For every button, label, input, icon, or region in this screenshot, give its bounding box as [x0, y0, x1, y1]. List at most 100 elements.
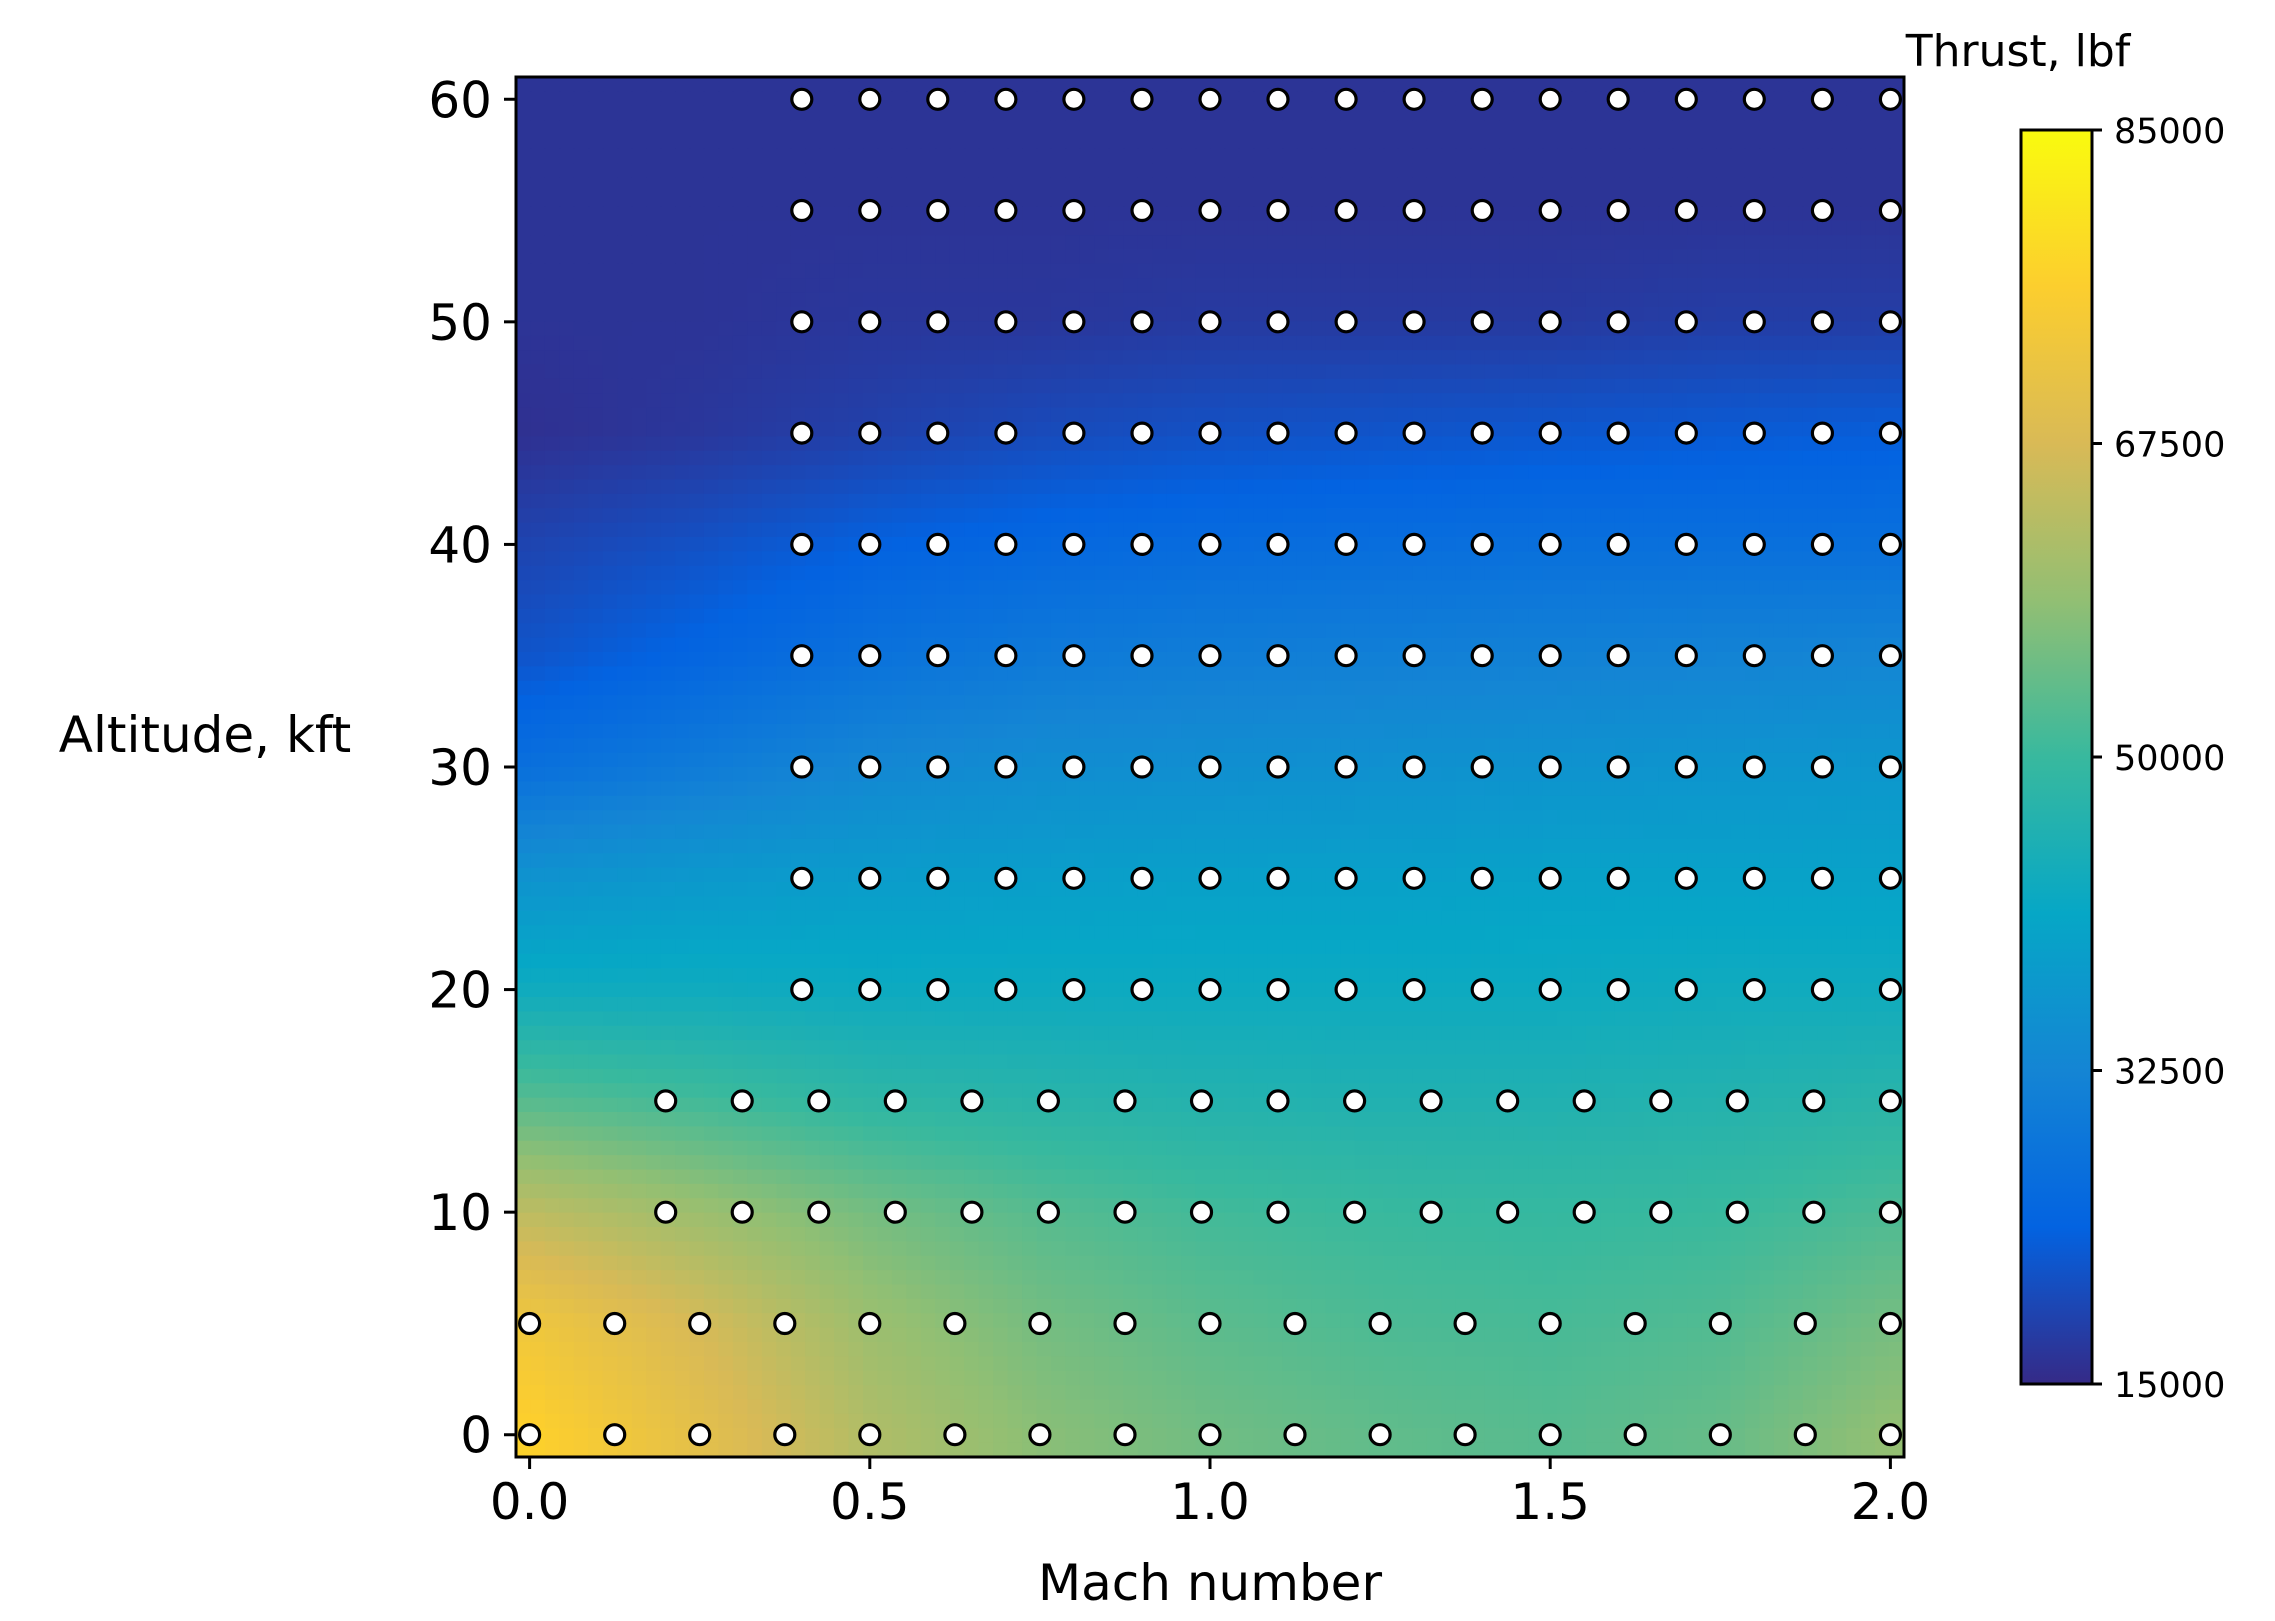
heatmap-cell	[1152, 752, 1168, 768]
heatmap-cell	[1788, 680, 1804, 696]
heatmap-cell	[834, 479, 850, 495]
heatmap-cell	[1311, 522, 1327, 538]
heatmap-cell	[675, 364, 691, 380]
heatmap-cell	[1152, 537, 1168, 553]
heatmap-cell	[559, 781, 575, 797]
heatmap-cell	[1441, 767, 1457, 783]
heatmap-cell	[848, 637, 864, 653]
heatmap-cell	[1687, 364, 1703, 380]
heatmap-cell	[805, 177, 821, 193]
heatmap-cell	[1022, 393, 1038, 409]
heatmap-cell	[964, 493, 980, 510]
heatmap-cell	[1860, 752, 1876, 768]
heatmap-cell	[1643, 278, 1660, 294]
heatmap-cell	[1123, 393, 1139, 409]
heatmap-cell	[1195, 623, 1211, 639]
heatmap-cell	[1802, 522, 1819, 538]
heatmap-cell	[1600, 378, 1616, 395]
heatmap-cell	[978, 378, 994, 395]
heatmap-cell	[1079, 120, 1096, 136]
heatmap-cell	[1557, 695, 1573, 711]
heatmap-cell	[703, 350, 720, 366]
heatmap-cell	[588, 91, 604, 107]
heatmap-cell	[1499, 623, 1515, 639]
heatmap-cell	[689, 422, 705, 438]
heatmap-cell	[1181, 263, 1197, 280]
heatmap-cell	[1152, 738, 1168, 754]
heatmap-cell	[993, 666, 1009, 682]
heatmap-cell	[1759, 163, 1775, 179]
heatmap-cell	[1166, 220, 1182, 236]
heatmap-cell	[863, 795, 879, 811]
heatmap-cell	[646, 321, 662, 337]
heatmap-cell	[949, 249, 966, 265]
heatmap-cell	[1166, 407, 1182, 423]
heatmap-cell	[1788, 810, 1804, 826]
heatmap-cell	[1557, 666, 1573, 682]
heatmap-cell	[1730, 465, 1746, 481]
heatmap-cell	[1701, 465, 1717, 481]
heatmap-cell	[1730, 177, 1746, 193]
heatmap-cell	[1224, 623, 1240, 639]
heatmap-cell	[646, 148, 662, 165]
heatmap-cell	[1325, 565, 1341, 581]
heatmap-cell	[1846, 608, 1862, 625]
heatmap-cell	[1499, 422, 1515, 438]
heatmap-cell	[1166, 767, 1182, 783]
heatmap-cell	[877, 307, 893, 323]
heatmap-cell	[805, 781, 821, 797]
heatmap-cell	[573, 479, 590, 495]
heatmap-cell	[675, 709, 691, 725]
heatmap-cell	[1499, 120, 1515, 136]
heatmap-cell	[920, 508, 937, 524]
heatmap-cell	[1152, 436, 1168, 452]
heatmap-cell	[1441, 537, 1457, 553]
heatmap-cell	[1889, 378, 1904, 395]
heatmap-cell	[1094, 278, 1110, 294]
heatmap-cell	[675, 163, 691, 179]
heatmap-cell	[1108, 192, 1125, 208]
heatmap-cell	[1050, 235, 1067, 251]
heatmap-cell	[978, 335, 994, 351]
heatmap-cell	[718, 105, 734, 121]
heatmap-cell	[1557, 508, 1573, 524]
heatmap-cell	[935, 594, 951, 610]
heatmap-cell	[1716, 77, 1732, 93]
heatmap-cell	[1369, 810, 1385, 826]
heatmap-cell	[1311, 436, 1327, 452]
heatmap-cell	[1687, 493, 1703, 510]
heatmap-cell	[1282, 594, 1298, 610]
heatmap-cell	[1571, 594, 1587, 610]
heatmap-cell	[1036, 580, 1052, 596]
heatmap-cell	[530, 263, 546, 280]
heatmap-cell	[1860, 738, 1876, 754]
heatmap-cell	[588, 824, 604, 840]
heatmap-cell	[1181, 652, 1197, 668]
heatmap-cell	[544, 436, 561, 452]
heatmap-cell	[848, 378, 864, 395]
heatmap-cell	[1050, 551, 1067, 567]
heatmap-cell	[920, 292, 937, 308]
heatmap-cell	[1224, 450, 1240, 466]
heatmap-cell	[1441, 608, 1457, 625]
heatmap-cell	[1108, 680, 1125, 696]
heatmap-cell	[1455, 752, 1472, 768]
heatmap-cell	[1224, 680, 1240, 696]
heatmap-cell	[1585, 723, 1602, 740]
heatmap-cell	[1759, 350, 1775, 366]
heatmap-cell	[1267, 450, 1284, 466]
heatmap-cell	[1744, 278, 1761, 294]
heatmap-cell	[834, 709, 850, 725]
heatmap-cell	[1658, 235, 1674, 251]
heatmap-cell	[689, 767, 705, 783]
heatmap-cell	[1108, 350, 1125, 366]
heatmap-cell	[1528, 378, 1544, 395]
heatmap-cell	[516, 335, 532, 351]
heatmap-cell	[1094, 235, 1110, 251]
heatmap-cell	[1614, 393, 1631, 409]
heatmap-cell	[1079, 709, 1096, 725]
heatmap-cell	[1744, 134, 1761, 150]
heatmap-cell	[863, 450, 879, 466]
heatmap-cell	[1802, 723, 1819, 740]
heatmap-cell	[1831, 263, 1847, 280]
